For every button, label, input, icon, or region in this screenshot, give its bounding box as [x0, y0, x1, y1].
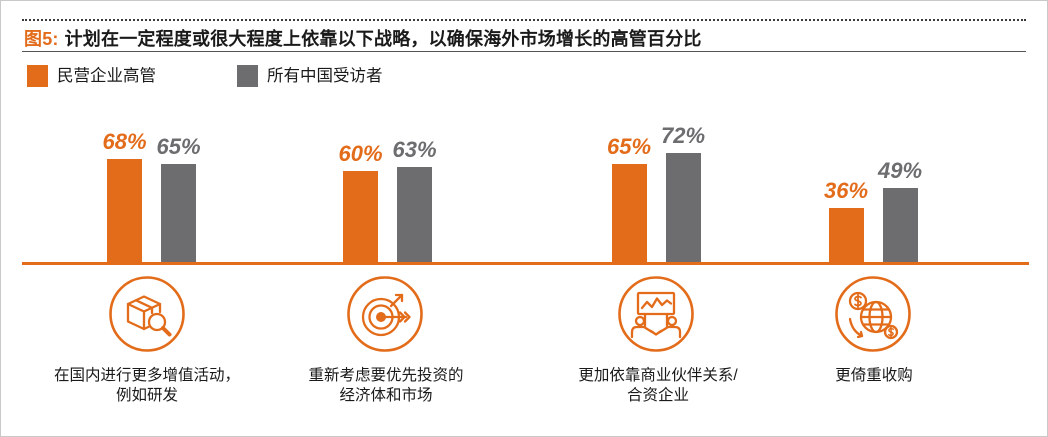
- box-search-icon-graphic: [109, 276, 185, 352]
- target-arrow-icon-graphic: [347, 276, 423, 352]
- value-label-private-exec-3: 65%: [606, 133, 652, 159]
- bar-private-exec-2: [343, 171, 378, 263]
- target-arrow-icon: [346, 275, 424, 353]
- value-label-all-respondents-2: 63%: [392, 136, 437, 162]
- legend-label-all-respondents: 所有中国受访者: [267, 67, 383, 85]
- box-search-icon: [108, 275, 186, 353]
- legend-item-all-respondents: 所有中国受访者: [237, 65, 427, 87]
- chart-title: 图5: 计划在一定程度或很大程度上依靠以下战略，以确保海外市场增长的高管百分比: [24, 28, 702, 50]
- value-label-all-respondents-4: 49%: [877, 158, 923, 184]
- bar-private-exec-1: [107, 158, 142, 263]
- legend-label-private-exec: 民营企业高管: [57, 67, 156, 85]
- partnership-board-icon-graphic: [618, 276, 694, 352]
- bar-all-respondents-2: [397, 166, 432, 263]
- legend-item-private-exec: 民营企业高管: [27, 65, 217, 87]
- value-label-private-exec-4: 36%: [823, 177, 869, 203]
- globe-dollar-icon-graphic: [835, 276, 911, 352]
- category-label-2: 重新考虑要优先投资的 经济体和市场: [308, 367, 464, 404]
- value-label-all-respondents-3: 72%: [660, 122, 706, 148]
- chart-baseline: [22, 262, 1029, 265]
- bar-all-respondents-1: [161, 163, 196, 263]
- category-label-4: 更倚重收购: [835, 367, 913, 384]
- partnership-board-icon: [617, 275, 695, 353]
- legend-swatch-private-exec: [27, 65, 48, 87]
- bar-private-exec-4: [828, 207, 864, 263]
- chart-title-text: 计划在一定程度或很大程度上依靠以下战略，以确保海外市场增长的高管百分比: [64, 29, 702, 49]
- legend-swatch-all-respondents: [237, 65, 258, 87]
- value-label-private-exec-1: 68%: [102, 128, 147, 154]
- category-label-3: 更加依靠商业伙伴关系/ 合资企业: [578, 367, 738, 404]
- bar-all-respondents-4: [882, 188, 918, 263]
- value-label-private-exec-2: 60%: [338, 141, 383, 167]
- bar-all-respondents-3: [665, 152, 701, 263]
- globe-dollar-icon: [834, 275, 912, 353]
- bar-private-exec-3: [611, 163, 647, 263]
- figure-label: 图5:: [24, 29, 59, 49]
- title-underline: [22, 51, 1026, 52]
- value-label-all-respondents-1: 65%: [156, 133, 201, 159]
- category-label-1: 在国内进行更多增值活动， 例如研发: [53, 367, 240, 404]
- top-dotted-rule: [22, 19, 1026, 21]
